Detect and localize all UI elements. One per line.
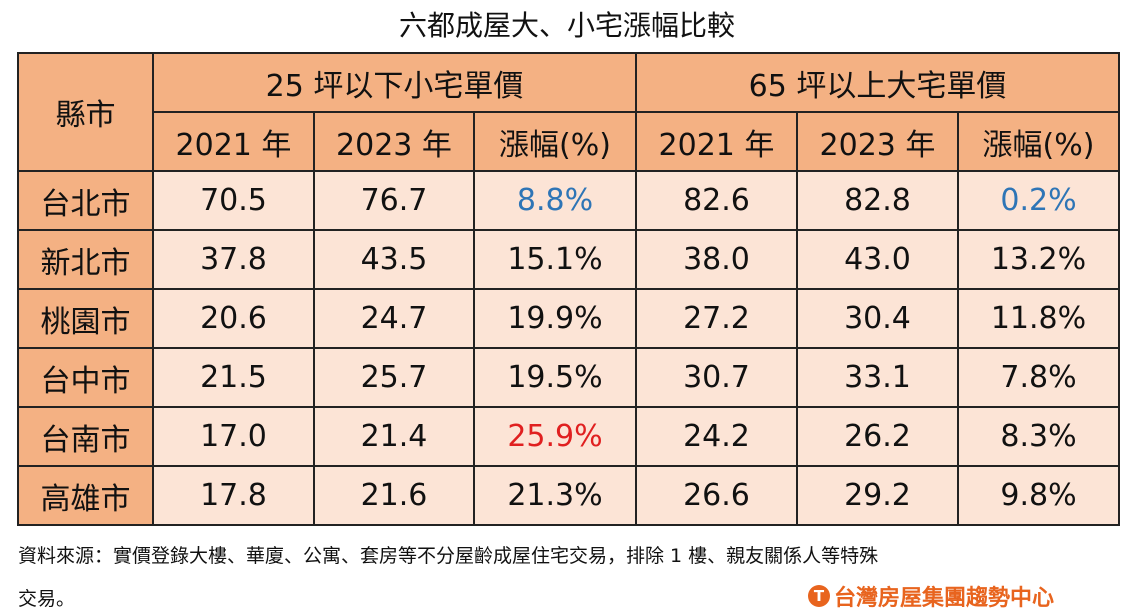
logo-text: 台灣房屋集團趨勢中心 <box>834 586 1055 611</box>
cell-l23: 26.2 <box>796 406 959 467</box>
cell-l23: 29.2 <box>796 465 959 526</box>
cell-s23: 25.7 <box>313 347 475 408</box>
table-row: 桃園市 20.6 24.7 19.9% 27.2 30.4 11.8% <box>17 288 1120 349</box>
cell-l21: 24.2 <box>635 406 798 467</box>
cell-s23: 21.4 <box>313 406 475 467</box>
cell-l23: 33.1 <box>796 347 959 408</box>
cell-s21: 21.5 <box>152 347 315 408</box>
cell-s21: 37.8 <box>152 229 315 290</box>
cell-sc: 19.5% <box>473 347 637 408</box>
cell-sc: 15.1% <box>473 229 637 290</box>
cell-s23: 24.7 <box>313 288 475 349</box>
header-small-homes: 25 坪以下小宅單價 <box>152 52 637 113</box>
price-comparison-table: 縣市 25 坪以下小宅單價 65 坪以上大宅單價 2021 年 2023 年 漲… <box>17 52 1120 526</box>
cell-lc: 13.2% <box>957 229 1120 290</box>
table-row: 新北市 37.8 43.5 15.1% 38.0 43.0 13.2% <box>17 229 1120 290</box>
header-large-homes: 65 坪以上大宅單價 <box>635 52 1120 113</box>
cell-city: 台北市 <box>17 170 154 231</box>
cell-city: 高雄市 <box>17 465 154 526</box>
cell-l21: 82.6 <box>635 170 798 231</box>
cell-l23: 82.8 <box>796 170 959 231</box>
cell-s23: 76.7 <box>313 170 475 231</box>
cell-l21: 38.0 <box>635 229 798 290</box>
cell-l23: 43.0 <box>796 229 959 290</box>
header-large-2021: 2021 年 <box>635 111 798 172</box>
cell-l21: 27.2 <box>635 288 798 349</box>
table-row: 台南市 17.0 21.4 25.9% 24.2 26.2 8.3% <box>17 406 1120 467</box>
cell-sc: 21.3% <box>473 465 637 526</box>
table-row: 台北市 70.5 76.7 8.8% 82.6 82.8 0.2% <box>17 170 1120 231</box>
cell-lc: 9.8% <box>957 465 1120 526</box>
header-small-2023: 2023 年 <box>313 111 475 172</box>
cell-sc: 8.8% <box>473 170 637 231</box>
cell-s21: 17.0 <box>152 406 315 467</box>
cell-city: 桃園市 <box>17 288 154 349</box>
table-row: 高雄市 17.8 21.6 21.3% 26.6 29.2 9.8% <box>17 465 1120 526</box>
cell-city: 新北市 <box>17 229 154 290</box>
cell-l23: 30.4 <box>796 288 959 349</box>
source-note: 資料來源：實價登錄大樓、華廈、公寓、套房等不分屋齡成屋住宅交易，排除 1 樓、親… <box>18 545 879 567</box>
header-small-change: 漲幅(%) <box>473 111 637 172</box>
cell-s23: 21.6 <box>313 465 475 526</box>
header-small-2021: 2021 年 <box>152 111 315 172</box>
cell-sc: 25.9% <box>473 406 637 467</box>
cell-city: 台南市 <box>17 406 154 467</box>
logo-icon: T <box>808 585 830 607</box>
table-title: 六都成屋大、小宅漲幅比較 <box>398 9 735 42</box>
cell-s21: 17.8 <box>152 465 315 526</box>
cell-lc: 8.3% <box>957 406 1120 467</box>
cell-lc: 7.8% <box>957 347 1120 408</box>
company-logo: T 台灣房屋集團趨勢中心 <box>808 580 1054 612</box>
cell-city: 台中市 <box>17 347 154 408</box>
cell-s21: 70.5 <box>152 170 315 231</box>
cell-s23: 43.5 <box>313 229 475 290</box>
cell-s21: 20.6 <box>152 288 315 349</box>
header-city: 縣市 <box>17 52 154 172</box>
cell-l21: 30.7 <box>635 347 798 408</box>
header-large-change: 漲幅(%) <box>957 111 1120 172</box>
cell-lc: 11.8% <box>957 288 1120 349</box>
cell-sc: 19.9% <box>473 288 637 349</box>
cell-l21: 26.6 <box>635 465 798 526</box>
cell-lc: 0.2% <box>957 170 1120 231</box>
source-note-cont: 交易。 <box>18 588 76 610</box>
table-row: 台中市 21.5 25.7 19.5% 30.7 33.1 7.8% <box>17 347 1120 408</box>
header-large-2023: 2023 年 <box>796 111 959 172</box>
